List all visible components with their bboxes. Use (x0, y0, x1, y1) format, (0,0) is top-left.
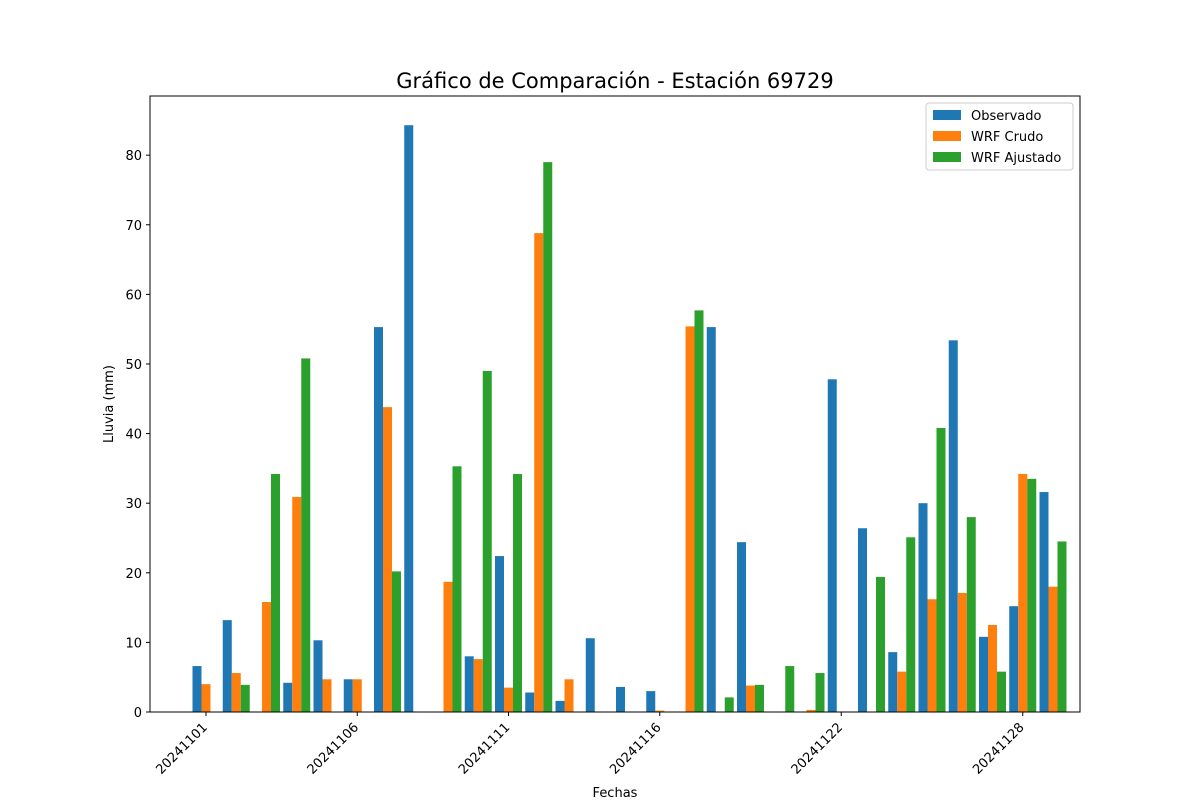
bar-wrf-crudo-20241117 (685, 326, 695, 712)
bar-observado-20241108 (404, 125, 414, 713)
y-tick-label: 40 (125, 428, 142, 443)
bar-wrf-crudo-20241107 (383, 407, 392, 712)
bar-wrf-crudo-20241103 (262, 602, 271, 712)
bar-wrf-crudo-20241102 (231, 673, 241, 712)
bar-observado-20241116 (646, 691, 656, 712)
bars-group (192, 125, 1067, 713)
bar-observado-20241115 (616, 686, 625, 712)
bar-observado-20241101 (192, 666, 202, 712)
legend-label-wrf-crudo: WRF Crudo (971, 130, 1043, 145)
bar-observado-20241127 (979, 636, 988, 712)
bar-observado-20241123 (858, 528, 867, 712)
bar-observado-20241118 (706, 327, 716, 712)
y-tick-label: 60 (125, 288, 142, 303)
x-tick-label: 20241122 (789, 720, 846, 777)
bar-observado-20241126 (948, 340, 958, 712)
bar-wrf-crudo-20241119 (746, 685, 755, 712)
legend-swatch-wrf-crudo (933, 131, 961, 141)
x-tick-label: 20241128 (970, 720, 1027, 777)
bar-wrf-ajustado-20241110 (482, 370, 492, 712)
bar-wrf-crudo-20241126 (957, 592, 967, 712)
bar-observado-20241114 (585, 638, 595, 712)
plot-area-frame (149, 95, 1081, 713)
x-tick-label: 20241106 (305, 720, 362, 777)
bar-wrf-crudo-20241105 (322, 679, 332, 712)
y-tick-label: 10 (125, 636, 142, 651)
bar-wrf-crudo-20241111 (504, 687, 513, 712)
bar-observado-20241110 (464, 656, 474, 712)
bar-observado-20241119 (737, 542, 746, 712)
x-tick-label: 20241101 (153, 720, 210, 777)
y-axis-label: Lluvia (mm) (102, 365, 117, 443)
bar-wrf-ajustado-20241103 (271, 473, 280, 712)
legend-label-wrf-ajustado: WRF Ajustado (971, 151, 1061, 166)
chart-title: Gráfico de Comparación - Estación 69729 (396, 69, 833, 93)
y-tick-label: 70 (125, 219, 142, 234)
bar-observado-20241112 (525, 692, 535, 712)
y-tick-label: 30 (125, 497, 142, 512)
bar-wrf-ajustado-20241129 (1057, 541, 1067, 712)
bar-wrf-ajustado-20241104 (301, 358, 311, 712)
y-tick-label: 50 (125, 358, 142, 373)
y-tick-label: 20 (125, 567, 142, 582)
bar-wrf-ajustado-20241120 (785, 666, 795, 712)
x-tick-label: 20241111 (456, 720, 513, 777)
bar-wrf-crudo-20241124 (897, 671, 907, 712)
y-tick-label: 80 (125, 149, 142, 164)
bar-wrf-ajustado-20241126 (966, 517, 976, 712)
bar-wrf-ajustado-20241119 (755, 684, 764, 712)
bar-wrf-crudo-20241104 (292, 496, 302, 712)
bar-wrf-ajustado-20241121 (815, 673, 825, 712)
bar-observado-20241104 (283, 682, 293, 712)
y-tick-label: 0 (134, 706, 142, 721)
bar-observado-20241105 (313, 640, 323, 712)
bar-wrf-crudo-20241129 (1048, 586, 1058, 712)
bar-wrf-crudo-20241110 (473, 659, 483, 712)
x-axis-label: Fechas (593, 786, 638, 800)
bar-wrf-ajustado-20241124 (906, 537, 916, 712)
bar-wrf-ajustado-20241109 (452, 466, 462, 712)
bar-wrf-crudo-20241127 (988, 624, 997, 712)
y-axis: 0 10 20 30 40 50 60 70 80 (125, 149, 150, 721)
legend-swatch-wrf-ajustado (933, 152, 961, 162)
bar-observado-20241107 (374, 327, 383, 712)
bar-wrf-crudo-20241112 (534, 233, 544, 712)
bar-observado-20241111 (495, 556, 504, 712)
legend-box (925, 102, 1074, 171)
bar-observado-20241113 (555, 700, 565, 712)
bar-wrf-crudo-20241106 (352, 679, 362, 712)
bar-wrf-crudo-20241128 (1018, 473, 1028, 712)
bar-observado-20241128 (1009, 606, 1019, 712)
bar-observado-20241122 (827, 379, 837, 712)
bar-wrf-ajustado-20241128 (1027, 478, 1037, 712)
legend: Observado WRF Crudo WRF Ajustado (925, 102, 1074, 171)
bar-observado-20241106 (343, 679, 353, 712)
bar-observado-20241124 (888, 652, 898, 712)
bar-wrf-ajustado-20241117 (694, 310, 704, 712)
bar-wrf-ajustado-20241125 (936, 428, 946, 712)
bar-wrf-ajustado-20241112 (543, 162, 553, 713)
bar-wrf-crudo-20241125 (927, 599, 937, 712)
bar-wrf-ajustado-20241111 (513, 473, 522, 712)
legend-label-observado: Observado (971, 109, 1042, 124)
bar-wrf-ajustado-20241123 (876, 576, 885, 712)
bar-observado-20241125 (918, 503, 928, 712)
x-axis: 20241101 20241106 20241111 20241116 20241122… (153, 712, 1028, 778)
bar-wrf-ajustado-20241127 (997, 671, 1006, 712)
x-tick-label: 20241116 (607, 720, 664, 777)
bar-wrf-ajustado-20241107 (392, 571, 401, 712)
bar-wrf-ajustado-20241118 (724, 697, 734, 712)
bar-wrf-crudo-20241116 (655, 710, 665, 712)
bar-observado-20241129 (1039, 492, 1049, 712)
bar-wrf-crudo-20241109 (443, 581, 453, 712)
bar-wrf-ajustado-20241102 (240, 684, 250, 712)
bar-wrf-crudo-20241113 (564, 679, 574, 712)
legend-swatch-observado (933, 110, 961, 120)
bar-wrf-crudo-20241101 (201, 684, 211, 712)
bar-observado-20241102 (222, 620, 232, 712)
bar-wrf-crudo-20241121 (806, 709, 816, 712)
